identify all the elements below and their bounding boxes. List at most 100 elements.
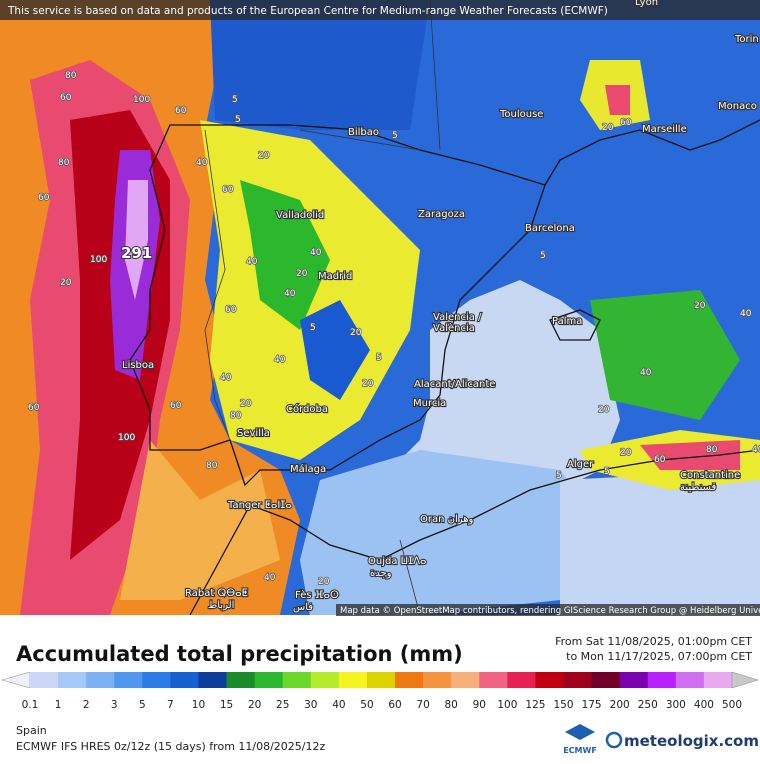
precip-green xyxy=(240,180,330,330)
colorbar-label: 60 xyxy=(388,699,401,711)
colorbar-end xyxy=(731,671,759,689)
colorbar-swatch xyxy=(282,672,312,688)
colorbar-label: 20 xyxy=(248,699,261,711)
colorbar-label: 300 xyxy=(666,699,686,711)
colorbar-label: 2 xyxy=(83,699,90,711)
colorbar-label: 100 xyxy=(497,699,517,711)
contour-label: 80 xyxy=(65,71,77,81)
city-label: Valladolid xyxy=(276,210,324,221)
colorbar-label: 5 xyxy=(139,699,146,711)
contour-label: 40 xyxy=(310,248,322,258)
date-to: to Mon 11/17/2025, 07:00pm CET xyxy=(566,650,752,663)
contour-label: 100 xyxy=(118,433,135,443)
colorbar-swatch xyxy=(170,672,199,688)
contour-label: 80 xyxy=(58,158,70,168)
colorbar-label: 10 xyxy=(192,699,205,711)
contour-label: 40 xyxy=(640,368,652,378)
city-label: Madrid xyxy=(318,271,352,282)
attribution-bar xyxy=(336,604,760,616)
city-labels: Lyon Torin Monaco Bilbao Toulouse Marseille Va… xyxy=(121,0,760,614)
contour-label: 20 xyxy=(620,448,632,458)
city-label: Oujda ⵡⵊⴷⴰ xyxy=(368,556,427,567)
contour-label: 100 xyxy=(90,255,107,265)
colorbar-label: 25 xyxy=(276,699,289,711)
colorbar-swatch xyxy=(366,672,396,688)
contour-label: 40 xyxy=(220,373,232,383)
colorbar-end xyxy=(1,671,31,689)
colorbar-label: 70 xyxy=(416,699,429,711)
colorbar-swatch xyxy=(703,672,733,688)
colorbar-swatch xyxy=(114,672,143,688)
city-label: Lyon xyxy=(635,0,658,8)
contour-label: 5 xyxy=(235,115,241,125)
colorbar-swatch xyxy=(563,672,593,688)
colorbar-label: 1 xyxy=(55,699,62,711)
colorbar-swatch xyxy=(675,672,705,688)
colorbar-label: 30 xyxy=(304,699,317,711)
city-label: Marseille xyxy=(642,124,687,135)
colorbar-swatch xyxy=(30,672,59,688)
iberia-coast xyxy=(129,124,546,487)
colorbar-swatch xyxy=(451,672,480,688)
region: Spain xyxy=(16,724,47,737)
city-label: Tanger ⵟⴰⵏⵊⴰ xyxy=(227,500,292,511)
contour-label: 80 xyxy=(706,445,718,455)
colorbar-label: 150 xyxy=(553,699,573,711)
colorbar-label: 250 xyxy=(638,699,658,711)
precip-gulf-red xyxy=(605,85,630,115)
contour-label: 5 xyxy=(232,95,238,105)
colorbar-swatch xyxy=(310,672,340,688)
model-info: ECMWF IFS HRES 0z/12z (15 days) from 11/… xyxy=(16,740,326,753)
city-label: الرباط xyxy=(208,600,234,611)
contour-label: 20 xyxy=(296,269,308,279)
contour-label: 20 xyxy=(60,278,72,288)
city-label: وجدة xyxy=(370,568,392,579)
colorbar-label: 3 xyxy=(111,699,118,711)
city-label: Sevilla xyxy=(237,428,270,439)
precip-blue-patch xyxy=(300,300,370,400)
colorbar-swatch xyxy=(338,672,368,688)
colorbar-swatch xyxy=(619,672,649,688)
contour-label: 40 xyxy=(246,257,258,267)
contour-label: 40 xyxy=(752,445,760,455)
city-label: Fès ⴼⴰⵙ xyxy=(295,589,339,601)
city-label: Bilbao xyxy=(348,127,379,138)
contour-label: 20 xyxy=(362,379,374,389)
ecmwf-text: ECMWF xyxy=(563,746,597,755)
notice: This service is based on data and produc… xyxy=(7,5,608,17)
colorbar-swatch xyxy=(226,672,256,688)
brand-logo xyxy=(605,731,623,749)
contour-label: 60 xyxy=(222,185,234,195)
colorbar-label: 7 xyxy=(167,699,174,711)
colorbar-label: 175 xyxy=(582,699,602,711)
brand: meteologix.com xyxy=(624,732,759,750)
mallorca xyxy=(549,309,601,341)
legend: Accumulated total precipitation (mm) Fro… xyxy=(1,635,759,755)
colorbar-label: 200 xyxy=(610,699,630,711)
colorbar-label: 80 xyxy=(445,699,458,711)
precip-algeria-red xyxy=(640,440,740,470)
borders xyxy=(204,0,441,616)
contour-label: 80 xyxy=(206,461,218,471)
city-label: Torin xyxy=(734,34,759,45)
algeria-light xyxy=(560,470,760,615)
colorbar-swatch xyxy=(647,672,677,688)
city-label: Alger xyxy=(567,459,594,470)
city-label: فاس xyxy=(293,602,313,613)
contour-label: 60 xyxy=(28,403,40,413)
colorbar-swatch xyxy=(535,672,565,688)
colorbar-label: 0.1 xyxy=(22,699,39,711)
attribution: Map data © OpenStreetMap contributors, r… xyxy=(340,606,760,616)
contour-label: 60 xyxy=(175,106,187,116)
contour-label: 5 xyxy=(392,131,398,141)
contour-label: 20 xyxy=(598,405,610,415)
colorbar-label: 40 xyxy=(332,699,345,711)
city-label: Murcia xyxy=(413,398,446,409)
date-from: From Sat 11/08/2025, 01:00pm CET xyxy=(555,635,752,648)
contour-label: 100 xyxy=(133,95,150,105)
contour-label: 60 xyxy=(170,401,182,411)
colorbar-swatch xyxy=(142,672,171,688)
city-label: Lisboa xyxy=(122,360,154,371)
contour-label: 5 xyxy=(556,471,562,481)
